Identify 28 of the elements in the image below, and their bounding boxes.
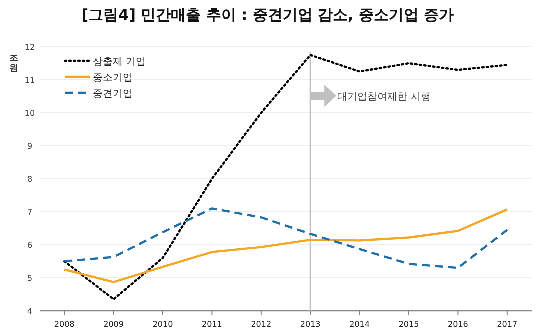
ref-line-label: 대기업참여제한 시행 [338, 92, 431, 103]
legend-label: 중견기업 [93, 89, 133, 100]
chart-title: [그림4] 민간매출 추이 : 중견기업 감소, 중소기업 증가 [82, 6, 454, 24]
y-tick-label: 6 [27, 241, 33, 250]
x-tick-label: 2009 [104, 320, 124, 329]
x-tick-label: 2013 [300, 320, 321, 329]
line-series [63, 54, 508, 301]
y-axis-title: 조원 [10, 54, 18, 74]
y-tick-label: 4 [27, 307, 33, 316]
x-tick-label: 2016 [448, 320, 468, 329]
x-tick-label: 2011 [202, 320, 222, 329]
legend-label: 상출제 기업 [93, 57, 146, 68]
x-tick-label: 2014 [350, 320, 370, 329]
y-tick-label: 10 [24, 109, 36, 118]
line-series [63, 208, 508, 270]
y-tick-label: 5 [27, 274, 33, 283]
x-tick-label: 2010 [152, 320, 174, 329]
y-tick-label: 12 [24, 43, 36, 52]
y-tick-label: 7 [27, 208, 33, 217]
line-series [63, 208, 508, 284]
x-tick-label: 2015 [398, 320, 420, 329]
y-tick-label: 8 [27, 175, 33, 184]
y-tick-label: 11 [24, 76, 36, 85]
x-tick-label: 2012 [251, 320, 272, 329]
x-tick-label: 2017 [497, 320, 518, 329]
legend-label: 중소기업 [93, 73, 133, 84]
y-tick-label: 9 [27, 142, 33, 151]
x-tick-label: 2008 [54, 320, 75, 329]
